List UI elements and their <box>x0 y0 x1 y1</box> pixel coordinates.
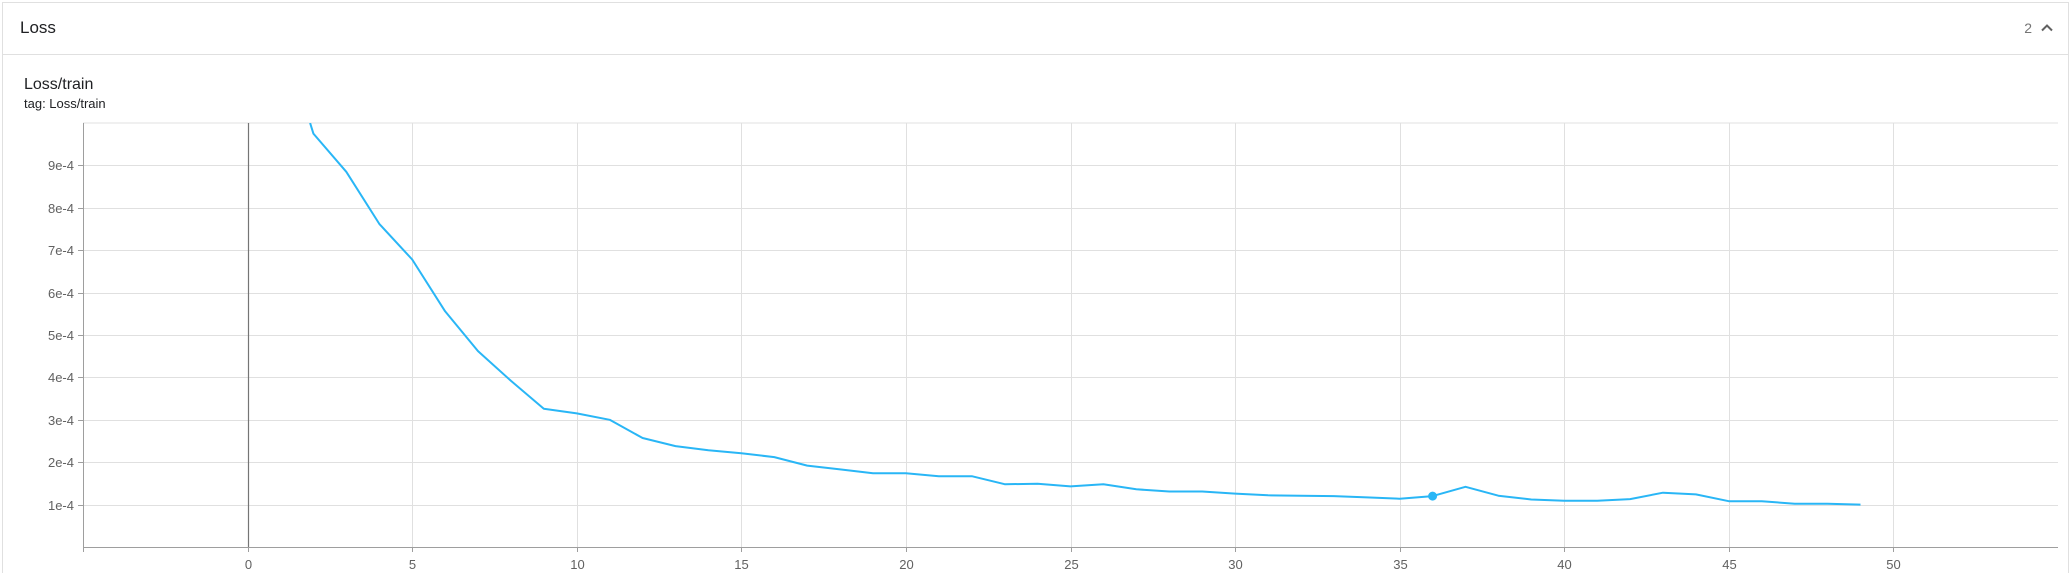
x-tick-label: 35 <box>1393 557 1407 572</box>
y-tick-label: 9e-4 <box>48 158 74 173</box>
y-tick-label: 3e-4 <box>48 413 74 428</box>
x-tick-label: 40 <box>1557 557 1571 572</box>
y-tick-label: 6e-4 <box>48 286 74 301</box>
y-tick-label: 8e-4 <box>48 201 74 216</box>
plot-title: Loss/train <box>24 76 94 93</box>
plot-tag: tag: Loss/train <box>24 96 106 111</box>
run-count-badge: 2 <box>2024 20 2032 36</box>
header-controls: 2 <box>2024 19 2056 37</box>
chevron-up-icon[interactable] <box>2038 19 2056 37</box>
y-tick-label: 2e-4 <box>48 455 74 470</box>
x-tick-label: 10 <box>570 557 584 572</box>
x-tick-label: 20 <box>899 557 913 572</box>
y-tick-label: 1e-4 <box>48 498 74 513</box>
y-tick-label: 7e-4 <box>48 243 74 258</box>
x-tick-label: 30 <box>1228 557 1242 572</box>
series-line[interactable] <box>309 123 1861 506</box>
x-tick-label: 25 <box>1064 557 1078 572</box>
x-tick-label: 5 <box>409 557 416 572</box>
group-title: Loss <box>20 18 56 37</box>
y-tick-label: 5e-4 <box>48 328 74 343</box>
y-tick-label: 4e-4 <box>48 370 74 385</box>
highlighted-point[interactable] <box>1428 491 1438 501</box>
x-tick-label: 50 <box>1886 557 1900 572</box>
x-tick-label: 0 <box>245 557 252 572</box>
x-tick-label: 15 <box>734 557 748 572</box>
card-header[interactable]: Loss 2 <box>3 3 2068 55</box>
x-tick-label: 45 <box>1722 557 1736 572</box>
